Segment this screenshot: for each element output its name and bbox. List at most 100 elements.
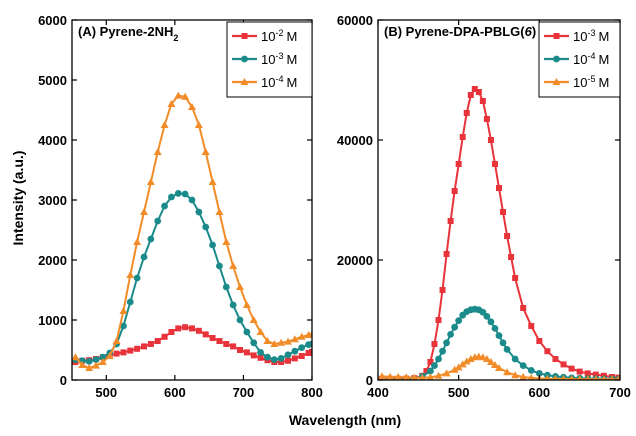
data-point [486,358,495,365]
y-tick-label: 20000 [337,253,373,268]
plot-frame [377,19,621,381]
data-point [601,375,607,380]
data-point [423,368,430,374]
series-line [75,192,312,363]
data-point [92,356,100,363]
data-point [499,339,507,347]
data-point [147,235,155,243]
y-tick-label: 0 [60,373,67,388]
data-point [85,364,94,371]
data-point [250,339,258,347]
legend-label: 10-4 M [573,51,609,67]
x-tick-label: 500 [95,385,117,400]
data-point [237,347,243,353]
data-point [99,353,107,361]
data-point [394,373,403,380]
data-point [243,328,251,336]
plot-area [378,86,620,380]
data-point [161,202,168,210]
data-point [202,223,210,231]
data-point [378,372,387,380]
data-point [451,188,458,194]
data-point [544,374,551,380]
data-point [216,338,223,344]
data-point [202,331,209,338]
data-point [410,373,418,380]
data-point [491,161,498,167]
data-point [168,193,175,201]
data-point [161,333,168,340]
data-point [491,325,499,332]
data-point [487,137,494,143]
data-point [146,178,155,185]
x-tick-label: 600 [164,385,186,400]
data-point [72,353,80,361]
data-point [508,254,515,260]
data-point [455,317,463,324]
legend-label: 10-4 M [261,74,297,90]
data-point [182,324,189,331]
data-point [284,337,292,345]
data-point [222,283,230,291]
x-tick-label: 700 [609,385,631,400]
data-point [615,375,620,380]
data-point [236,283,244,290]
data-point [503,368,512,376]
data-point [519,362,527,369]
data-point [270,356,278,363]
data-point [443,251,450,257]
data-point [450,365,459,373]
data-point [568,365,575,372]
data-point [291,355,298,362]
data-point [560,361,567,368]
data-point [435,355,442,363]
data-point [119,307,128,314]
data-point [141,343,147,350]
panel-title: (B) Pyrene-DPA-PBLG(6) [384,24,536,39]
data-point [120,349,127,356]
x-axis-label: Wavelength (nm) [289,412,401,428]
data-point [535,370,543,377]
y-tick-label: 6000 [38,13,67,28]
x-tick-label: 700 [233,385,255,400]
series-circle [72,190,312,365]
y-axis-label: Intensity (a.u.) [10,151,26,246]
data-point [195,327,202,334]
y-tick-label: 40000 [337,133,373,148]
data-point [230,343,237,350]
data-point [426,373,435,380]
data-point [98,358,107,365]
data-point [490,361,499,368]
data-point [576,375,583,380]
data-point [451,323,459,331]
data-point [134,345,141,352]
data-point [305,350,312,356]
data-point [552,374,559,380]
panel-a-chart: 500 600 700 800 0 1000 2000 3000 4000 5000 6000 (A)… [38,13,323,400]
data-point [126,271,135,278]
data-point [222,238,231,245]
data-point [153,148,162,155]
data-point [308,330,312,338]
data-point [174,91,183,99]
data-point [593,375,599,380]
y-tick-label: 1000 [38,313,67,328]
data-point [297,332,306,340]
data-point [495,332,503,339]
data-point [85,358,93,365]
data-point [147,341,154,347]
data-point [284,351,292,359]
y-tick-label: 60000 [337,13,373,28]
data-point [495,364,503,371]
data-point [140,253,148,261]
data-point [511,371,520,379]
legend-label: 10-3 M [261,51,297,67]
y-tick-label: 3000 [38,193,67,208]
data-point [194,121,203,128]
data-point [552,78,561,85]
data-point [466,355,475,362]
legend-label: 10-3 M [573,28,609,44]
data-point [418,373,426,380]
data-point [439,287,446,293]
data-point [216,262,223,270]
